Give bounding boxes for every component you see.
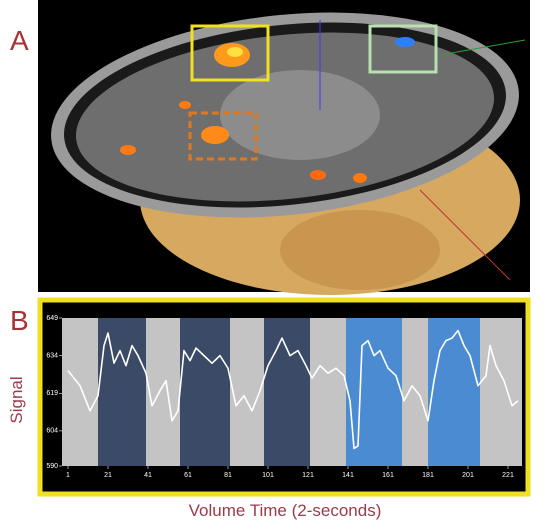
condition-block [402,318,428,466]
activation [201,126,229,144]
activation [310,170,326,180]
y-tick-label: 590 [46,463,58,470]
x-tick-label: 1 [66,472,70,479]
condition-block [346,318,402,466]
x-tick-label: 21 [104,472,112,479]
axis-line [439,39,526,56]
condition-block [310,318,346,466]
activation [179,101,191,109]
x-tick-label: 201 [462,472,474,479]
x-tick-label: 121 [302,472,314,479]
neck-surface [280,210,440,290]
x-tick-label: 41 [144,472,152,479]
signal-line [67,329,519,450]
y-tick-label: 649 [46,315,58,322]
panel-label: A [10,25,29,56]
activation [353,173,367,183]
condition-block [180,318,230,466]
x-tick-label: 61 [184,472,192,479]
brain-image [38,0,530,295]
x-tick-label: 101 [262,472,274,479]
x-tick-label: 221 [502,472,514,479]
y-tick-label: 619 [46,390,58,397]
condition-block [264,318,310,466]
activation [120,145,136,155]
x-tick-label: 181 [422,472,434,479]
white-matter [220,70,380,160]
x-tick-label: 161 [382,472,394,479]
condition-block [230,318,264,466]
panel-label: B [10,305,29,336]
y-tick-label: 604 [46,428,58,435]
condition-block [480,318,522,466]
condition-block [146,318,180,466]
activation [227,47,243,57]
x-axis-label: Volume Time (2-seconds) [189,501,382,520]
x-tick-label: 141 [342,472,354,479]
axis-line [419,189,511,281]
y-axis-label: Signal [7,376,26,423]
activation [395,37,415,47]
condition-block [98,318,146,466]
roi-box [368,24,438,74]
condition-block [428,318,480,466]
roi-box [188,111,258,161]
condition-block [62,318,98,466]
x-tick-label: 81 [224,472,232,479]
roi-box [190,24,270,82]
y-tick-label: 634 [46,352,58,359]
